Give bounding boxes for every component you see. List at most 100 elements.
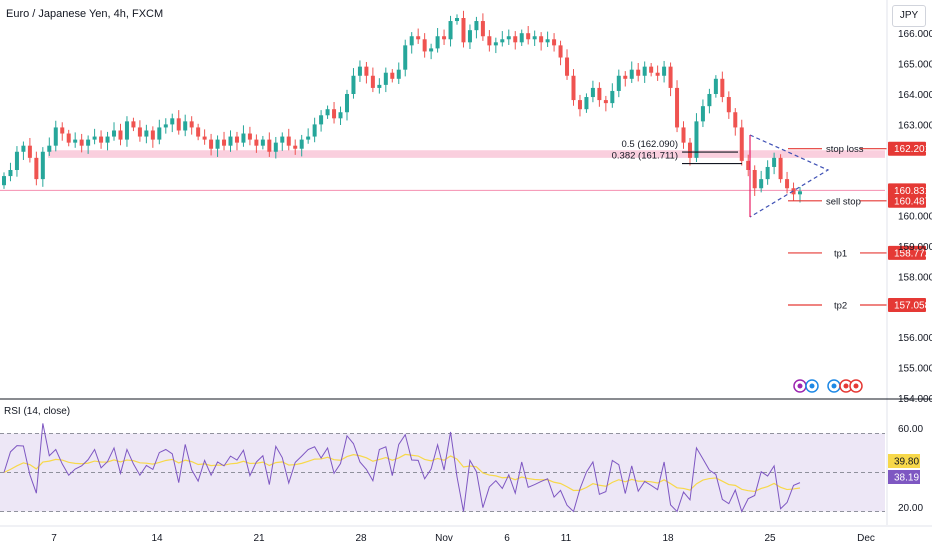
candle-body [532,36,537,40]
candle-body [247,133,252,140]
candle-body [409,36,414,46]
candle-body [53,127,58,146]
rsi-tick-label: 60.00 [898,424,923,435]
candle-body [700,106,705,122]
candle-body [254,139,259,146]
candle-body [105,136,110,143]
candle-body [124,121,129,140]
fib-label: 0.382 (161.711) [612,151,678,162]
candle-body [40,151,45,180]
price-tag [888,245,926,260]
x-tick-label: 18 [662,533,674,544]
price-tag-value: 160.487 [894,196,931,207]
candle-body [157,127,162,140]
event-icon-dot [843,383,849,389]
level-label: sell stop [826,196,861,207]
candle-body [306,136,311,140]
event-icon-dot [797,383,803,389]
candle-body [694,121,699,158]
candle-body [183,121,188,131]
candle-body [209,139,214,149]
candle-body [597,87,602,101]
candle-body [675,87,680,128]
triangle-pattern [749,134,830,218]
candle-body [435,36,440,49]
candle-body [726,97,731,113]
candle-body [357,66,362,76]
candle-body [610,90,615,104]
candle-body [474,21,479,31]
candle-body [577,100,582,110]
candle-body [403,45,408,70]
x-tick-label: 7 [51,533,57,544]
candle-body [144,130,149,137]
chart-title: Euro / Japanese Yen, 4h, FXCM [6,8,164,20]
x-tick-label: 11 [561,533,572,544]
candle-body [487,36,492,46]
candle-body [99,136,104,143]
candle-body [396,69,401,79]
candle-body [163,124,168,128]
candle-body [222,139,227,146]
x-tick-label: Nov [435,533,453,544]
candle-body [86,139,91,146]
candle-body [364,66,369,76]
event-icon-dot [853,383,859,389]
candle-body [552,39,557,46]
candle-body [390,72,395,79]
candle-body [234,136,239,143]
price-tag [888,141,926,156]
candle-body [215,139,220,149]
candle-body [286,136,291,146]
x-tick-label: Dec [857,533,875,544]
candle-body [707,94,712,107]
candle-body [662,66,667,76]
candle-body [312,124,317,137]
candle-body [772,157,777,167]
rsi-line [3,423,801,513]
candle-body [668,66,673,88]
candle-body [526,33,531,40]
candle-body [623,75,628,79]
candle-body [189,121,194,128]
candle-body [746,160,751,170]
event-icon-dot [831,383,837,389]
y-tick-label: 164.000 [898,90,932,101]
candle-body [319,115,324,125]
candle-body [500,39,505,43]
candle-body [66,133,71,143]
candle-body [14,151,19,170]
candle-body [27,145,32,158]
candle-body [584,97,589,110]
rsi-value: 38.19 [894,473,919,484]
x-tick-label: 21 [253,533,265,544]
candle-body [332,109,337,119]
candle-body [299,139,304,149]
candle-body [448,21,453,40]
candle-body [325,109,330,116]
fib-label: 0.5 (162.090) [621,139,678,150]
rsi-label: RSI (14, close) [4,406,71,417]
candle-body [47,145,52,152]
price-tag [888,298,926,313]
candle-body [118,130,123,140]
candle-body [519,33,524,43]
candle-body [571,75,576,101]
candle-body [273,142,278,152]
candle-body [383,72,388,85]
level-label: tp2 [834,301,847,312]
currency-button[interactable]: JPY [892,5,926,27]
candle-body [202,136,207,140]
candle-body [765,166,770,180]
rsi-tick-label: 20.00 [898,503,923,514]
candle-body [338,112,343,119]
candle-body [429,48,434,52]
y-tick-label: 158.000 [898,272,932,283]
candle-body [260,139,265,146]
candles [2,10,802,203]
candle-body [137,127,142,137]
y-tick-label: 156.000 [898,333,932,344]
y-tick-label: 166.000 [898,29,932,40]
y-tick-label: 154.000 [898,394,932,405]
